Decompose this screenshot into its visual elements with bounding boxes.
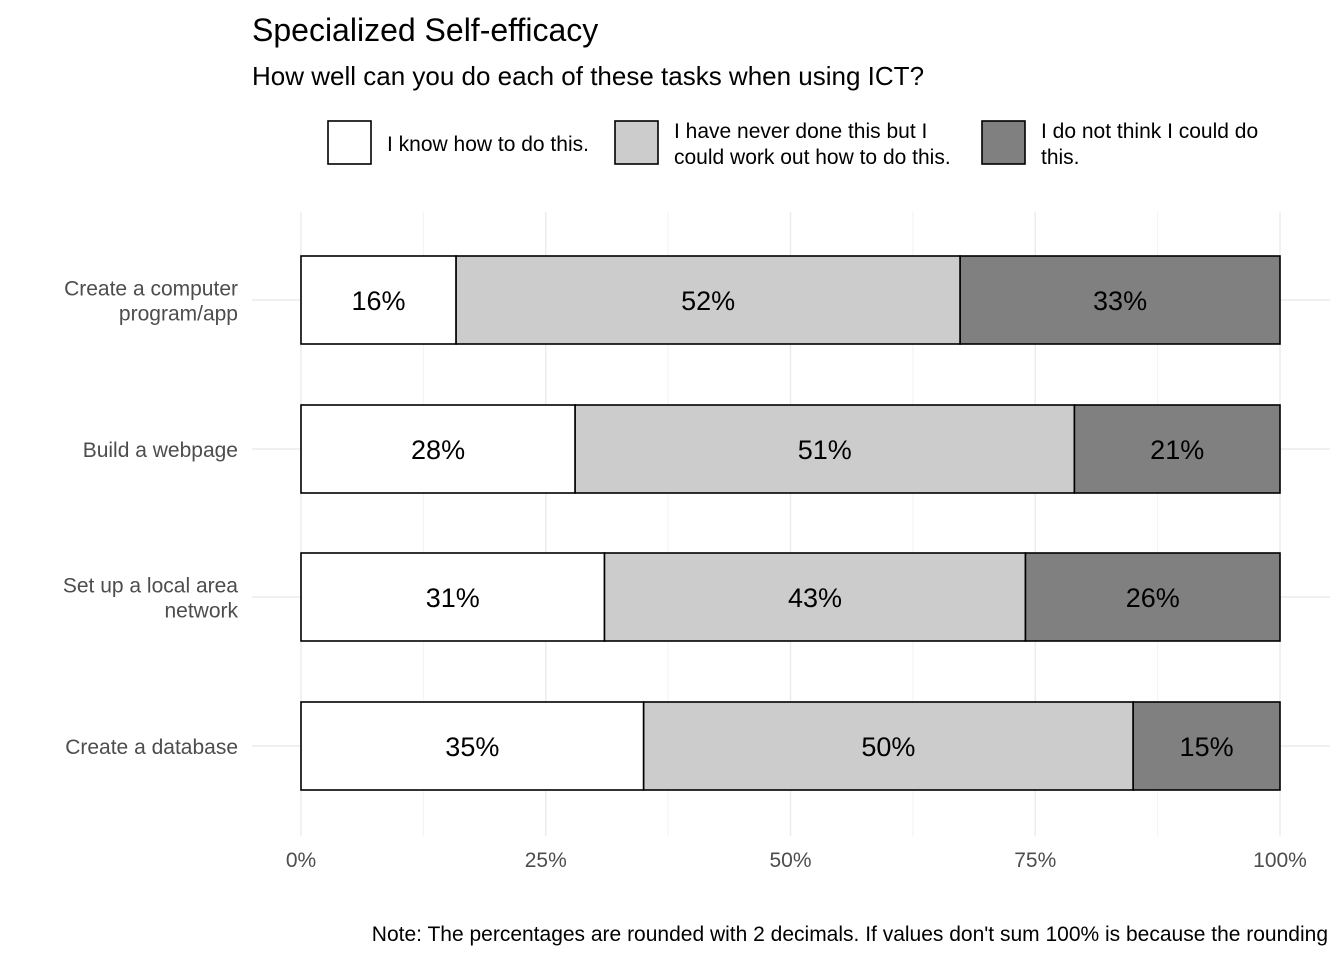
legend-key xyxy=(327,120,372,165)
y-tick-label: Build a webpage xyxy=(83,439,238,462)
bar-segment xyxy=(300,404,576,494)
y-tick-label: program/app xyxy=(119,303,238,326)
bar-value-label: 28% xyxy=(411,435,465,465)
x-tick-label: 100% xyxy=(1253,849,1307,872)
bar-segment xyxy=(642,701,1134,791)
chart-caption: Note: The percentages are rounded with 2… xyxy=(372,923,1328,946)
chart-subtitle: How well can you do each of these tasks … xyxy=(252,61,924,91)
legend: I know how to do this. I have never done … xyxy=(327,120,1258,169)
legend-key xyxy=(614,120,659,165)
bar-value-label: 15% xyxy=(1180,732,1234,762)
legend-label: this. xyxy=(1041,146,1080,169)
y-tick-label: Set up a local area xyxy=(63,575,238,598)
bar-segment xyxy=(1132,701,1281,791)
bar-segment xyxy=(1073,404,1281,494)
bar-value-label: 51% xyxy=(798,435,852,465)
y-tick-label: network xyxy=(164,600,238,623)
x-tick-label: 75% xyxy=(1014,849,1056,872)
legend-label: I know how to do this. xyxy=(387,133,589,156)
bar-segment xyxy=(1024,552,1281,642)
x-axis-ticks: 0% 25% 50% 75% 100% xyxy=(286,849,1307,872)
bar-value-label: 33% xyxy=(1093,286,1147,316)
bar-value-label: 52% xyxy=(681,286,735,316)
bar-segment xyxy=(574,404,1076,494)
bar-segment xyxy=(300,701,645,791)
bar-value-label: 21% xyxy=(1150,435,1204,465)
x-tick-label: 50% xyxy=(769,849,811,872)
chart-title: Specialized Self-efficacy xyxy=(252,12,598,48)
bars xyxy=(300,255,1281,791)
bar-value-label: 26% xyxy=(1126,583,1180,613)
legend-label: could work out how to do this. xyxy=(674,146,951,169)
legend-label: I do not think I could do xyxy=(1041,120,1258,143)
bar-value-label: 16% xyxy=(352,286,406,316)
bar-segment xyxy=(300,255,457,345)
x-tick-label: 0% xyxy=(286,849,316,872)
legend-key xyxy=(981,120,1026,165)
y-tick-label: Create a computer xyxy=(64,278,238,301)
y-tick-label: Create a database xyxy=(65,736,238,759)
x-tick-label: 25% xyxy=(525,849,567,872)
bar-labels: 16% 52% 33% 28% 51% 21% 31% 43% 26% 35% 50% 15% xyxy=(352,286,1234,762)
bar-value-label: 50% xyxy=(861,732,915,762)
bar-value-label: 43% xyxy=(788,583,842,613)
bar-value-label: 31% xyxy=(426,583,480,613)
bar-segment xyxy=(300,552,606,642)
bar-segment xyxy=(455,255,961,345)
bar-value-label: 35% xyxy=(445,732,499,762)
bar-segment xyxy=(959,255,1281,345)
legend-label: I have never done this but I xyxy=(674,120,927,143)
